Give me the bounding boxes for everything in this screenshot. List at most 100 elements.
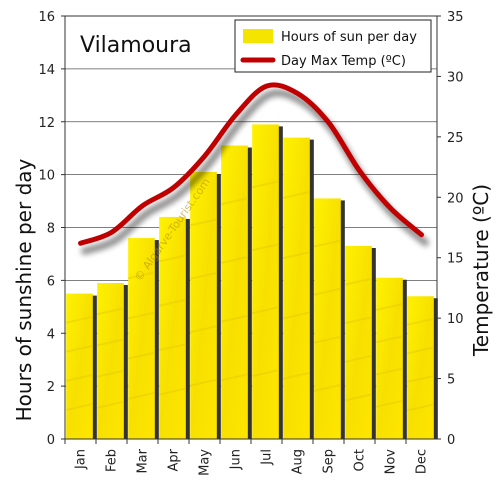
bar-texture [189,271,218,280]
bar-texture [65,402,94,411]
right-tick-label: 35 [447,10,464,25]
bar-texture [313,239,342,248]
chart-title: Vilamoura [80,33,192,58]
bar-texture [65,344,94,353]
bar-texture [189,378,218,387]
bar-texture [406,403,435,412]
bar-texture [344,316,373,325]
bar-texture [344,277,373,286]
sun-bar [128,238,155,439]
right-axis-title: Temperature (ºC) [469,184,493,357]
legend-label-sun: Hours of sun per day [281,30,417,45]
bar-texture [127,311,156,320]
temperature-line [78,82,424,246]
bar-texture [65,373,94,382]
bar-texture [220,197,249,206]
x-tick-label: Dec [415,449,430,474]
x-tick-label: Apr [167,448,182,471]
legend-swatch-sun [243,29,273,43]
sun-bar [66,293,93,439]
sun-bar [345,246,372,439]
bar-texture [189,218,218,227]
sun-bar [97,283,124,439]
x-tick-label: Jul [260,449,275,466]
sun-bar [190,171,217,439]
right-tick-label: 10 [447,312,464,327]
bar-texture [251,369,280,378]
sun-bar [376,277,403,439]
x-tick-label: Feb [105,449,120,472]
legend-box [234,19,432,73]
bar-texture [220,373,249,382]
right-axis-ticks: 0 5 10 15 20 25 30 35 [437,10,464,448]
bar-texture [344,393,373,402]
bar-texture [251,306,280,315]
left-tick-label: 6 [47,274,55,289]
bar-texture [282,190,311,199]
bar-texture [313,335,342,344]
bar-texture [282,251,311,260]
left-tick-label: 8 [47,222,55,237]
sun-bar [159,216,186,439]
x-tick-label: Mar [136,448,151,473]
left-axis-title: Hours of sunshine per day [12,158,36,421]
left-axis-ticks: 0 2 4 6 8 10 12 14 16 [38,10,65,448]
bar-texture [158,343,187,352]
sun-bar [407,296,434,439]
sun-bar [283,137,310,440]
bar-texture [96,307,125,316]
sun-bar [252,124,279,440]
right-tick-label: 0 [447,433,455,448]
bar-texture [220,314,249,323]
bar-texture [220,255,249,264]
bar-texture [375,303,404,311]
left-tick-label: 2 [47,380,55,395]
x-tick-label: May [198,449,213,476]
bar-texture [158,387,187,396]
bar-texture [375,367,404,376]
bar-texture [406,317,435,326]
bar-texture [127,351,156,360]
bar-texture [65,315,94,324]
x-tick-label: Nov [384,449,399,475]
temperature-line-layer [78,82,429,255]
x-tick-label: Jan [74,449,89,470]
bar-texture [313,383,342,392]
sun-bar [221,145,248,439]
x-axis-ticks: Jan Feb Mar Apr May Jun Jul Aug Sep Oct Nov Dec [64,439,430,476]
x-tick-label: Oct [353,449,368,471]
bar-texture [251,180,280,189]
bar-texture [189,325,218,334]
bar-texture [158,254,187,263]
bar-texture [96,338,125,347]
left-tick-label: 0 [47,433,55,448]
bar-texture [344,354,373,363]
bar-texture [406,374,435,383]
right-tick-label: 5 [447,373,455,388]
left-tick-label: 10 [38,169,55,184]
bar-texture [127,391,156,400]
right-tick-label: 30 [447,70,464,85]
bar-texture [282,311,311,320]
left-tick-label: 4 [47,327,55,342]
bar-texture [96,400,125,409]
x-tick-label: Aug [291,449,306,474]
bar-texture [406,346,435,355]
sun-bar [314,198,341,439]
right-tick-label: 25 [447,131,464,146]
legend-label-temp: Day Max Temp (ºC) [281,54,406,69]
bar-texture [158,298,187,307]
right-tick-label: 20 [447,191,464,206]
bar-texture [282,371,311,380]
x-tick-label: Sep [322,449,337,474]
bar-texture [313,287,342,296]
left-tick-label: 16 [38,10,55,25]
left-tick-label: 12 [38,116,55,131]
bar-texture [96,369,125,378]
right-tick-label: 15 [447,252,464,267]
bars [65,124,435,440]
x-tick-label: Jun [229,449,244,470]
bar-texture [251,243,280,252]
bar-texture [375,335,404,344]
